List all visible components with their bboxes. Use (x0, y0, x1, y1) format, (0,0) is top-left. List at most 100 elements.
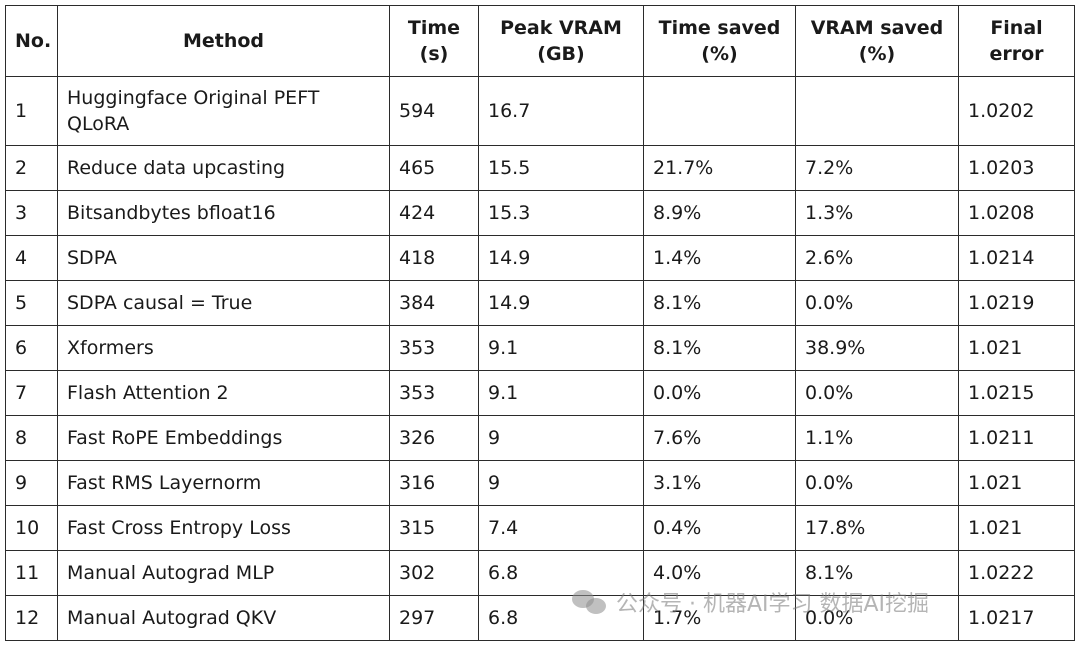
header-time: Time (s) (389, 5, 479, 77)
cell-no: 11 (5, 550, 58, 596)
cell-no: 12 (5, 595, 58, 641)
cell-final-error: 1.021 (958, 460, 1075, 506)
cell-time-saved: 0.4% (643, 505, 796, 551)
cell-time-saved: 7.6% (643, 415, 796, 461)
cell-vram-saved: 0.0% (795, 370, 959, 416)
cell-peak-vram: 7.4 (478, 505, 644, 551)
results-table: No. Method Time (s) Peak VRAM (GB) Time sa… (5, 5, 1075, 641)
header-vram-saved: VRAM saved (%) (795, 5, 959, 77)
cell-time: 424 (389, 190, 479, 236)
cell-vram-saved: 38.9% (795, 325, 959, 371)
cell-peak-vram: 6.8 (478, 550, 644, 596)
watermark: 公众号 · 机器AI学习 数据AI挖掘 (572, 586, 929, 618)
table-row: 6 Xformers 353 9.1 8.1% 38.9% 1.021 (5, 325, 1075, 371)
cell-peak-vram: 15.5 (478, 145, 644, 191)
cell-no: 6 (5, 325, 58, 371)
cell-method: Manual Autograd MLP (57, 550, 390, 596)
header-method: Method (57, 5, 390, 77)
header-time-saved: Time saved (%) (643, 5, 796, 77)
cell-final-error: 1.021 (958, 505, 1075, 551)
table-row: 7 Flash Attention 2 353 9.1 0.0% 0.0% 1.… (5, 370, 1075, 416)
cell-method: Huggingface Original PEFT QLoRA (57, 76, 390, 146)
cell-peak-vram: 9.1 (478, 325, 644, 371)
cell-method: Xformers (57, 325, 390, 371)
cell-time-saved (643, 76, 796, 146)
table-row: 4 SDPA 418 14.9 1.4% 2.6% 1.0214 (5, 235, 1075, 281)
cell-time-saved: 1.4% (643, 235, 796, 281)
cell-peak-vram: 16.7 (478, 76, 644, 146)
cell-vram-saved: 1.1% (795, 415, 959, 461)
cell-vram-saved: 2.6% (795, 235, 959, 281)
cell-time: 353 (389, 370, 479, 416)
cell-no: 8 (5, 415, 58, 461)
cell-time: 297 (389, 595, 479, 641)
table-row: 12 Manual Autograd QKV 297 6.8 1.7% 0.0%… (5, 595, 1075, 641)
header-peak-vram: Peak VRAM (GB) (478, 5, 644, 77)
cell-time-saved: 0.0% (643, 370, 796, 416)
cell-final-error: 1.0211 (958, 415, 1075, 461)
cell-no: 10 (5, 505, 58, 551)
cell-no: 5 (5, 280, 58, 326)
cell-time: 418 (389, 235, 479, 281)
cell-no: 2 (5, 145, 58, 191)
table-row: 9 Fast RMS Layernorm 316 9 3.1% 0.0% 1.0… (5, 460, 1075, 506)
table-row: 11 Manual Autograd MLP 302 6.8 4.0% 8.1%… (5, 550, 1075, 596)
header-row: No. Method Time (s) Peak VRAM (GB) Time sa… (5, 5, 1075, 77)
cell-no: 9 (5, 460, 58, 506)
cell-time-saved: 3.1% (643, 460, 796, 506)
cell-vram-saved: 17.8% (795, 505, 959, 551)
cell-time-saved: 1.7% (643, 595, 796, 641)
cell-no: 3 (5, 190, 58, 236)
cell-time: 594 (389, 76, 479, 146)
cell-final-error: 1.0202 (958, 76, 1075, 146)
cell-time-saved: 8.1% (643, 325, 796, 371)
header-no: No. (5, 5, 58, 77)
cell-vram-saved: 0.0% (795, 460, 959, 506)
cell-method: SDPA causal = True (57, 280, 390, 326)
cell-final-error: 1.0215 (958, 370, 1075, 416)
cell-time: 315 (389, 505, 479, 551)
header-final-error: Final error (958, 5, 1075, 77)
cell-method: Fast RoPE Embeddings (57, 415, 390, 461)
cell-final-error: 1.021 (958, 325, 1075, 371)
cell-final-error: 1.0217 (958, 595, 1075, 641)
cell-time-saved: 21.7% (643, 145, 796, 191)
cell-method: Bitsandbytes bfloat16 (57, 190, 390, 236)
table-row: 10 Fast Cross Entropy Loss 315 7.4 0.4% … (5, 505, 1075, 551)
cell-time: 465 (389, 145, 479, 191)
cell-time: 326 (389, 415, 479, 461)
cell-peak-vram: 9.1 (478, 370, 644, 416)
cell-method: Fast Cross Entropy Loss (57, 505, 390, 551)
cell-peak-vram: 14.9 (478, 235, 644, 281)
cell-method: Manual Autograd QKV (57, 595, 390, 641)
cell-time-saved: 8.9% (643, 190, 796, 236)
cell-final-error: 1.0219 (958, 280, 1075, 326)
cell-time: 353 (389, 325, 479, 371)
cell-peak-vram: 15.3 (478, 190, 644, 236)
table-row: 5 SDPA causal = True 384 14.9 8.1% 0.0% … (5, 280, 1075, 326)
wechat-icon (572, 588, 608, 616)
cell-method: Fast RMS Layernorm (57, 460, 390, 506)
cell-vram-saved: 0.0% (795, 595, 959, 641)
table-row: 3 Bitsandbytes bfloat16 424 15.3 8.9% 1.… (5, 190, 1075, 236)
watermark-text: 公众号 · 机器AI学习 数据AI挖掘 (616, 592, 930, 617)
cell-final-error: 1.0214 (958, 235, 1075, 281)
cell-method: Flash Attention 2 (57, 370, 390, 416)
cell-no: 7 (5, 370, 58, 416)
cell-time: 384 (389, 280, 479, 326)
cell-method: SDPA (57, 235, 390, 281)
cell-method: Reduce data upcasting (57, 145, 390, 191)
cell-peak-vram: 6.8 (478, 595, 644, 641)
cell-final-error: 1.0203 (958, 145, 1075, 191)
cell-time: 302 (389, 550, 479, 596)
cell-final-error: 1.0208 (958, 190, 1075, 236)
cell-vram-saved (795, 76, 959, 146)
cell-peak-vram: 9 (478, 415, 644, 461)
table-row: 2 Reduce data upcasting 465 15.5 21.7% 7… (5, 145, 1075, 191)
table-row: 8 Fast RoPE Embeddings 326 9 7.6% 1.1% 1… (5, 415, 1075, 461)
cell-vram-saved: 7.2% (795, 145, 959, 191)
cell-vram-saved: 1.3% (795, 190, 959, 236)
cell-no: 4 (5, 235, 58, 281)
cell-peak-vram: 14.9 (478, 280, 644, 326)
cell-time-saved: 8.1% (643, 280, 796, 326)
